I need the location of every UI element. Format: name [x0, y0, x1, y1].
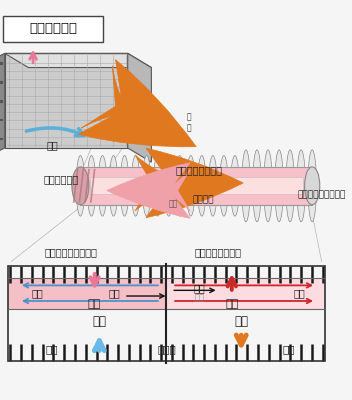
Polygon shape: [5, 53, 128, 148]
Ellipse shape: [231, 156, 239, 216]
Bar: [0, 138, 3, 140]
Text: 排気: 排気: [282, 344, 295, 354]
Text: 給気: 給気: [46, 344, 58, 354]
Ellipse shape: [297, 150, 306, 222]
Text: 熱流: 熱流: [109, 288, 120, 298]
Text: ウイック・グループ: ウイック・グループ: [298, 191, 346, 200]
Text: 熱風: 熱風: [225, 299, 238, 309]
Text: 譒気: 譒気: [194, 284, 206, 294]
Text: 譒気: 譒気: [195, 294, 205, 302]
Ellipse shape: [304, 167, 320, 205]
Bar: [0, 81, 3, 84]
Ellipse shape: [87, 156, 96, 216]
Ellipse shape: [220, 156, 228, 216]
Ellipse shape: [120, 156, 129, 216]
Ellipse shape: [131, 156, 140, 216]
Text: 冷風: 冷風: [92, 314, 106, 328]
Polygon shape: [0, 53, 5, 151]
Text: 熱エネルギー: 熱エネルギー: [29, 22, 77, 35]
Bar: [8, 266, 326, 361]
Ellipse shape: [197, 156, 206, 216]
Text: 作動流体: 作動流体: [193, 196, 214, 204]
Bar: [0, 100, 3, 102]
Ellipse shape: [286, 150, 294, 222]
Text: 熱エネルギー流入: 熱エネルギー流入: [194, 247, 241, 257]
Ellipse shape: [142, 156, 151, 216]
Bar: [90, 177, 303, 194]
FancyBboxPatch shape: [3, 16, 103, 42]
Bar: [8, 278, 166, 309]
Ellipse shape: [98, 156, 107, 216]
Ellipse shape: [72, 167, 89, 205]
Text: 管番: 管番: [169, 199, 178, 208]
Text: ヒートパイプ: ヒートパイプ: [44, 174, 79, 184]
Bar: [0, 119, 3, 122]
Polygon shape: [5, 53, 151, 68]
Ellipse shape: [187, 156, 195, 216]
Text: 凝縮: 凝縮: [32, 288, 44, 298]
Ellipse shape: [109, 156, 118, 216]
Bar: [166, 278, 326, 309]
Ellipse shape: [76, 156, 85, 216]
Text: 給気: 給気: [46, 140, 58, 150]
Ellipse shape: [242, 150, 250, 222]
Polygon shape: [128, 53, 151, 162]
Ellipse shape: [209, 156, 217, 216]
Ellipse shape: [308, 150, 316, 222]
Ellipse shape: [264, 150, 272, 222]
Text: 暖風: 暖風: [234, 314, 248, 328]
Ellipse shape: [153, 156, 162, 216]
Text: 熱エネルギー移動: 熱エネルギー移動: [175, 165, 222, 175]
Ellipse shape: [253, 150, 261, 222]
Ellipse shape: [164, 156, 173, 216]
Text: 再利用: 再利用: [26, 33, 40, 42]
Ellipse shape: [275, 150, 283, 222]
Bar: [80, 167, 312, 205]
Ellipse shape: [176, 156, 184, 216]
Text: 温風: 温風: [88, 299, 101, 309]
Text: 排
気: 排 気: [187, 113, 191, 132]
Text: 仕切板: 仕切板: [157, 344, 176, 354]
Text: 譒発: 譒発: [293, 288, 305, 298]
Bar: [0, 62, 3, 65]
Text: 熱エネルギー再利用: 熱エネルギー再利用: [44, 247, 98, 257]
